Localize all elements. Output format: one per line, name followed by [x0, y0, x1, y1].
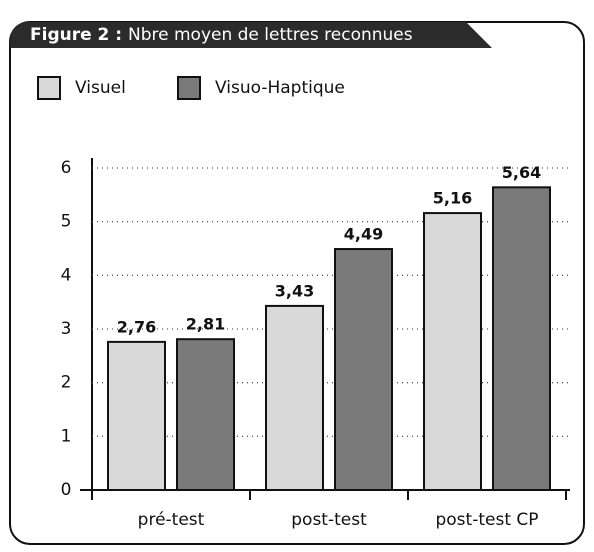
- title-label: Figure 2 :: [30, 25, 122, 45]
- value-label: 5,16: [433, 189, 472, 208]
- y-tick-label: 3: [61, 319, 72, 339]
- bar: [265, 304, 324, 491]
- chart-title: Nbre moyen de lettres reconnues: [128, 25, 413, 45]
- legend-swatch: [177, 76, 201, 100]
- y-tick-label: 5: [61, 212, 72, 232]
- y-tick-label: 1: [61, 426, 72, 446]
- bar: [107, 340, 166, 491]
- legend-label: Visuo-Haptique: [215, 78, 345, 98]
- x-tick-label: post-test: [291, 510, 367, 530]
- x-tick-label: post-test CP: [435, 510, 538, 530]
- x-tick-label: pré-test: [138, 510, 205, 530]
- y-tick-label: 6: [61, 158, 72, 178]
- value-label: 2,81: [186, 315, 225, 334]
- y-tick-label: 4: [61, 265, 72, 285]
- legend-swatch: [37, 76, 61, 100]
- y-tick-label: 2: [61, 373, 72, 393]
- value-label: 4,49: [344, 225, 383, 244]
- legend-label: Visuel: [75, 78, 126, 98]
- y-tick-label: 0: [61, 480, 72, 500]
- value-label: 5,64: [502, 163, 541, 182]
- bar: [492, 186, 551, 491]
- bar: [334, 248, 393, 491]
- bar: [176, 338, 235, 491]
- value-label: 3,43: [275, 281, 314, 300]
- bar: [423, 212, 482, 492]
- value-label: 2,76: [117, 317, 156, 336]
- title-tab: [10, 22, 492, 48]
